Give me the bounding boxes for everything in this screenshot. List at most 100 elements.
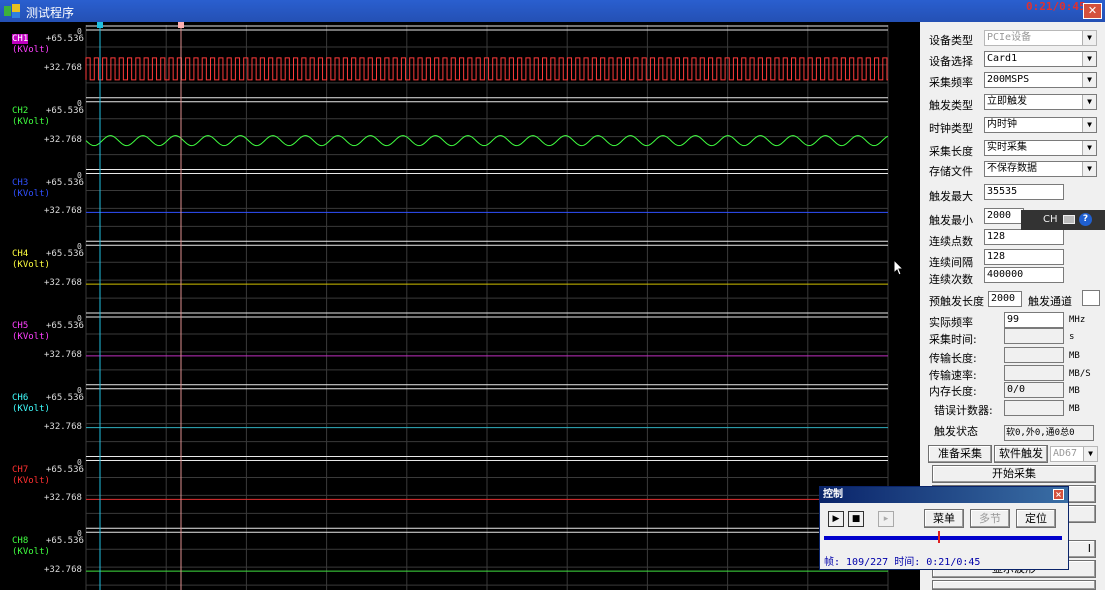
pretrigger-length-label: 预触发长度 [929, 295, 984, 308]
chevron-down-icon: ▼ [1082, 73, 1096, 87]
sample-length-dropdown[interactable]: 实时采集 ▼ [984, 140, 1097, 156]
channel-name[interactable]: CH7 [12, 464, 29, 475]
menu-button[interactable]: 菜单 [924, 509, 964, 528]
continuous-count-input[interactable]: 400000 [984, 267, 1064, 283]
channel-max-value: +65.536 [46, 536, 84, 547]
channel-unit: (KVolt) [12, 332, 50, 342]
channel-unit: (KVolt) [12, 116, 50, 127]
channel-name[interactable]: CH3 [12, 177, 29, 188]
channel-name[interactable]: CH5 [12, 321, 29, 331]
close-button[interactable]: ✕ [1083, 3, 1102, 19]
control-window-title: 控制 [823, 489, 843, 500]
channel-max-value: +65.536 [46, 249, 84, 260]
channel-mid-value: +32.768 [44, 278, 82, 289]
help-icon[interactable]: ? [1079, 213, 1092, 226]
channel-max-value: +65.536 [46, 464, 84, 475]
channel-zero-value: 0 [77, 457, 82, 467]
channel-unit: (KVolt) [12, 188, 50, 199]
memory-length-label: 内存长度: [929, 385, 977, 398]
memory-length-value: 0/0 [1004, 382, 1064, 398]
software-trigger-button[interactable]: 软件触发 [994, 445, 1048, 463]
control-close-icon[interactable]: × [1053, 489, 1064, 500]
keyboard-icon[interactable] [1063, 215, 1075, 224]
continuous-points-input[interactable]: 128 [984, 229, 1064, 245]
channel-mid-value: +32.768 [44, 349, 82, 360]
channel-zero-value: 0 [77, 170, 82, 180]
channel-name[interactable]: CH6 [12, 392, 29, 403]
channel-max-value: +65.536 [46, 321, 84, 331]
chevron-down-icon: ▼ [1082, 141, 1096, 155]
panel-button-blank-3[interactable] [932, 580, 1096, 590]
channel-toolbar: CH ? [1021, 210, 1105, 230]
device-type-label: 设备类型 [929, 34, 973, 47]
channel-zero-value: 0 [77, 98, 82, 108]
trigger-channel-input[interactable] [1082, 290, 1100, 306]
error-counter-unit: MB [1069, 404, 1080, 414]
channel-name[interactable]: CH1 [12, 34, 29, 44]
chevron-down-icon: ▼ [1082, 118, 1096, 132]
step-icon: ▸ [878, 511, 894, 527]
clock-type-label: 时钟类型 [929, 122, 973, 135]
continuous-interval-input[interactable]: 128 [984, 249, 1064, 265]
trigger-type-dropdown[interactable]: 立即触发 ▼ [984, 94, 1097, 110]
save-file-dropdown[interactable]: 不保存数据 ▼ [984, 161, 1097, 177]
channel-max-value: +65.536 [46, 177, 84, 188]
play-icon[interactable]: ▶ [828, 511, 844, 527]
actual-frequency-value: 99 [1004, 312, 1064, 328]
pretrigger-length-input[interactable]: 2000 [988, 291, 1022, 307]
chevron-down-icon: ▼ [1082, 162, 1096, 176]
channel-zero-value: 0 [77, 529, 82, 539]
trigger-max-label: 触发最大 [929, 190, 973, 203]
error-counter-value [1004, 400, 1064, 416]
sample-length-label: 采集长度 [929, 145, 973, 158]
chevron-down-icon: ▼ [1082, 95, 1096, 109]
continuous-points-label: 连续点数 [929, 235, 973, 248]
error-counter-label: 错误计数器: [934, 404, 993, 417]
memory-length-unit: MB [1069, 386, 1080, 396]
device-select-dropdown[interactable]: Card1 ▼ [984, 51, 1097, 67]
channel-unit: (KVolt) [12, 403, 50, 414]
app-icon [4, 4, 20, 18]
continuous-interval-label: 连续间隔 [929, 256, 973, 269]
save-file-label: 存储文件 [929, 165, 973, 178]
chevron-down-icon: ▼ [1082, 31, 1096, 45]
playback-slider-thumb[interactable] [938, 531, 941, 543]
cursor-b-marker [178, 22, 184, 28]
title-time-display: 0:21/0:45 [1026, 0, 1086, 13]
channel-unit: (KVolt) [12, 547, 50, 558]
transfer-length-value [1004, 347, 1064, 363]
chevron-down-icon: ▼ [1083, 447, 1097, 461]
start-acquisition-button[interactable]: 开始采集 [932, 465, 1096, 483]
locate-button[interactable]: 定位 [1016, 509, 1056, 528]
actual-frequency-unit: MHz [1069, 315, 1086, 325]
stop-icon[interactable]: ■ [848, 511, 864, 527]
chip-select-dropdown: AD67 ▼ [1050, 446, 1098, 462]
transfer-length-unit: MB [1069, 351, 1080, 361]
transfer-rate-unit: MB/S [1069, 369, 1091, 379]
channel-max-value: +65.536 [46, 34, 84, 44]
channel-name[interactable]: CH2 [12, 105, 29, 116]
trigger-max-input[interactable]: 35535 [984, 184, 1064, 200]
channel-name[interactable]: CH8 [12, 536, 29, 547]
cursor-a-marker [97, 22, 103, 28]
channel-max-value: +65.536 [46, 105, 84, 116]
channel-unit: (KVolt) [12, 260, 50, 271]
waveform-plot[interactable] [0, 22, 920, 590]
trigger-min-input[interactable]: 2000 [984, 208, 1024, 224]
trigger-type-label: 触发类型 [929, 99, 973, 112]
channel-toolbar-label: CH [1043, 214, 1058, 225]
channel-zero-value: 0 [77, 385, 82, 395]
prepare-acquisition-button[interactable]: 准备采集 [928, 445, 992, 463]
chevron-down-icon: ▼ [1082, 52, 1096, 66]
actual-frequency-label: 实际频率 [929, 316, 973, 329]
channel-zero-value: 0 [77, 314, 82, 323]
channel-zero-value: 0 [77, 242, 82, 252]
channel-mid-value: +32.768 [44, 134, 82, 145]
clock-type-dropdown[interactable]: 内时钟 ▼ [984, 117, 1097, 133]
channel-unit: (KVolt) [12, 45, 50, 55]
oscilloscope-view[interactable]: CH1 +65.536 (KVolt) +32.768 0 CH2 +65.536 (KVol… [0, 22, 920, 590]
playback-slider[interactable] [824, 536, 1062, 540]
trigger-channel-label: 触发通道 [1028, 295, 1072, 308]
channel-name[interactable]: CH4 [12, 249, 29, 260]
sample-rate-dropdown[interactable]: 200MSPS ▼ [984, 72, 1097, 88]
